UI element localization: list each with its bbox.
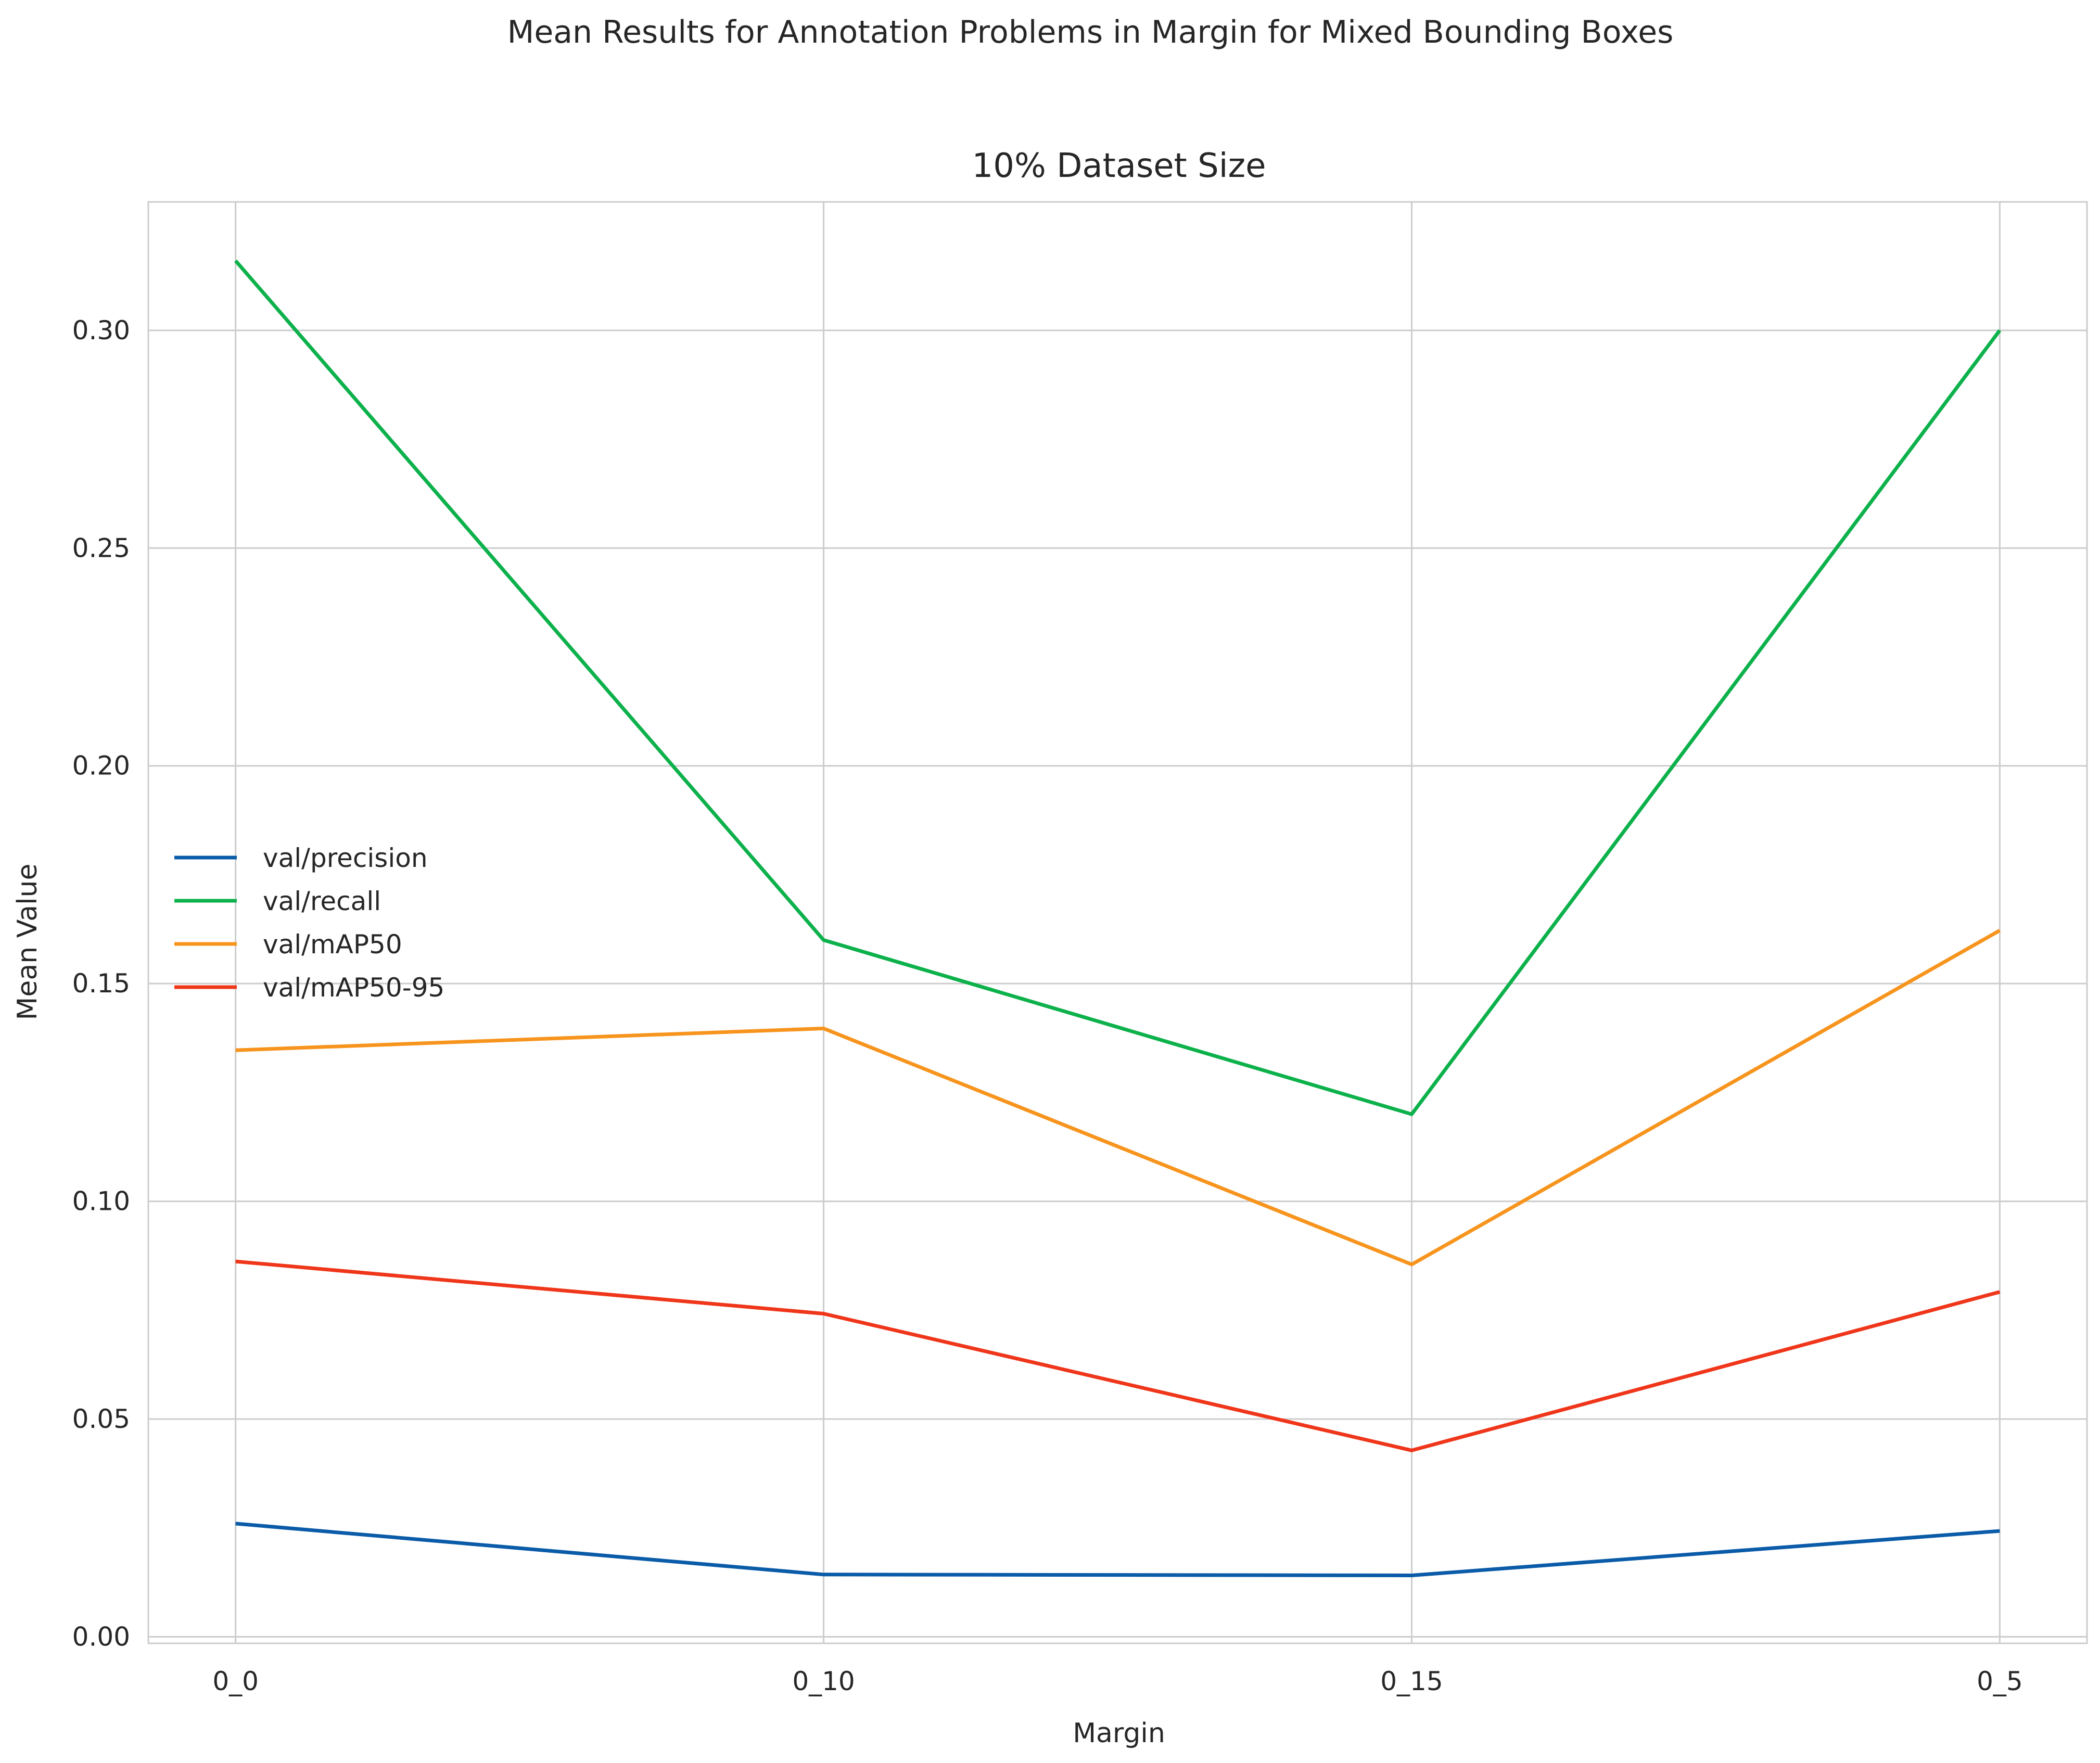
y-tick-label: 0.00 <box>72 1621 130 1652</box>
y-axis-ticks: 0.00 0.05 0.10 0.15 0.20 0.25 0.30 <box>72 315 130 1652</box>
y-tick-label: 0.20 <box>72 751 130 781</box>
x-tick-label: 0_10 <box>792 1666 855 1696</box>
x-tick-label: 0_5 <box>1977 1666 2023 1696</box>
y-tick-label: 0.30 <box>72 315 130 346</box>
y-tick-label: 0.25 <box>72 533 130 563</box>
y-tick-label: 0.05 <box>72 1404 130 1434</box>
x-axis-ticks: 0_0 0_10 0_15 0_5 <box>212 1666 2022 1696</box>
x-axis-label: Margin <box>1073 1718 1165 1749</box>
grid <box>148 202 2087 1643</box>
y-tick-label: 0.10 <box>72 1186 130 1217</box>
legend: val/precision val/recall val/mAP50 val/mAP5… <box>174 843 444 1003</box>
legend-label: val/recall <box>263 886 381 916</box>
legend-label: val/precision <box>263 843 428 873</box>
series-line-val-precision <box>235 1522 2000 1577</box>
chart-subtitle: 10% Dataset Size <box>972 147 1266 185</box>
y-tick-label: 0.15 <box>72 968 130 999</box>
series-line-val-map50 <box>235 929 2001 1267</box>
chart-suptitle: Mean Results for Annotation Problems in … <box>507 14 1674 50</box>
x-tick-label: 0_0 <box>212 1666 259 1696</box>
plot-frame <box>147 201 2088 1644</box>
legend-label: val/mAP50-95 <box>263 973 444 1003</box>
series-layer <box>234 259 2002 1577</box>
series-line-val-recall <box>234 259 2002 1116</box>
x-tick-label: 0_15 <box>1380 1666 1443 1696</box>
legend-label: val/mAP50 <box>263 929 402 960</box>
series-line-val-map50-95 <box>235 1259 2001 1452</box>
y-axis-label: Mean Value <box>12 863 43 1020</box>
